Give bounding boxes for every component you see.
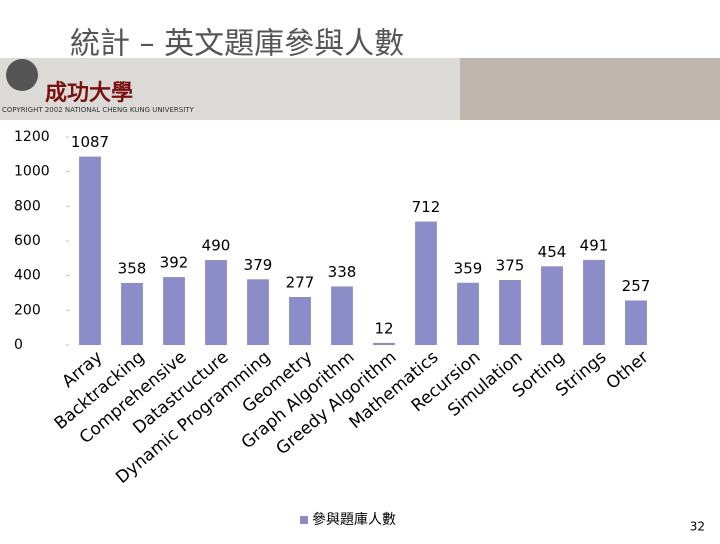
copyright: COPYRIGHT 2002 NATIONAL CHENG KUNG UNIVE… [2,106,195,114]
bar [163,277,185,345]
value-label: 277 [286,273,315,291]
value-label: 359 [454,259,483,277]
bar [205,260,227,345]
value-label: 257 [622,277,651,295]
y-tick-label: 200 [14,302,41,318]
header-band [0,58,460,120]
page-number: 32 [690,520,705,534]
value-label: 375 [496,257,525,275]
header-photo [460,58,720,120]
y-tick-label: 0 [14,337,23,353]
logo-emblem [6,59,38,91]
y-tick-label: 600 [14,233,41,249]
value-label: 12 [374,319,393,337]
value-label: 392 [160,254,189,272]
logo-text: 成功大學 [45,80,133,106]
bar [499,280,521,345]
value-label: 1087 [71,133,109,151]
bar [289,296,311,345]
value-label: 358 [118,259,147,277]
value-label: 379 [244,256,273,274]
bar [625,300,647,345]
bar [247,279,269,345]
bar [331,286,353,345]
bar [373,342,395,345]
slide-title: 統計 – 英文題庫參與人數 [70,27,404,62]
y-tick-label: 800 [14,198,41,214]
value-label: 712 [412,198,441,216]
y-tick-label: 1000 [14,164,50,180]
value-label: 454 [538,243,567,261]
value-label: 490 [202,237,231,255]
x-tick-label: Other [603,347,653,393]
value-label: 338 [328,263,357,281]
bar [121,282,143,345]
bar [415,221,437,345]
y-tick-label: 1200 [14,129,50,145]
y-tick-label: 400 [14,268,41,284]
legend-swatch [300,516,308,524]
legend-label: 參與題庫人數 [312,511,396,528]
bar [583,259,605,345]
bar [541,266,563,345]
value-label: 491 [580,236,609,254]
bar [457,282,479,345]
bar [79,156,101,345]
